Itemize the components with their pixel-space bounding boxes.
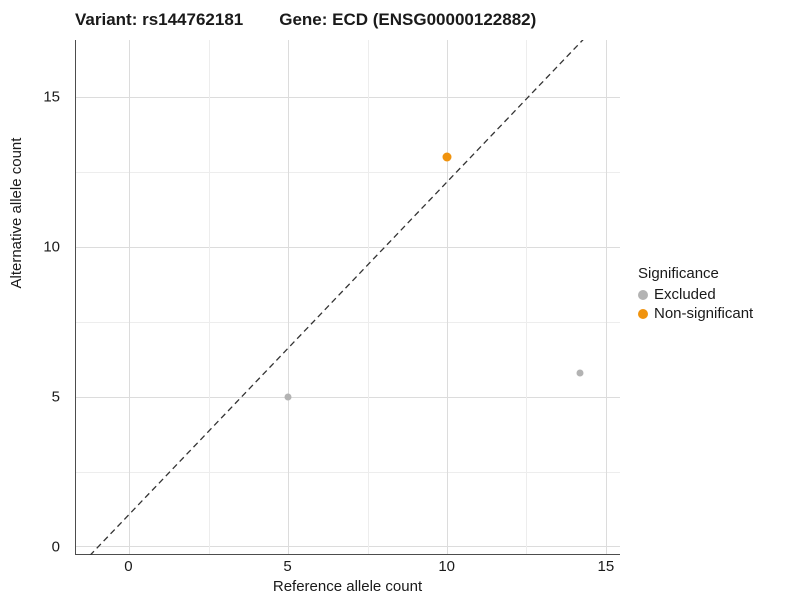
plot-area (75, 40, 620, 555)
data-point-nonsignificant-1[interactable] (443, 152, 452, 161)
legend-item-nonsignificant[interactable]: Non-significant (638, 305, 788, 322)
legend-item-excluded[interactable]: Excluded (638, 286, 788, 303)
scatter-chart-container: Variant: rs144762181 Gene: ECD (ENSG0000… (0, 0, 800, 600)
chart-titles: Variant: rs144762181 Gene: ECD (ENSG0000… (75, 10, 800, 30)
x-axis-labels: 0 5 10 15 (75, 556, 620, 576)
y-tick-5[interactable]: 5 (52, 389, 60, 406)
legend-panel: Significance Excluded Non-significant (638, 265, 788, 324)
y-tick-0[interactable]: 0 (52, 539, 60, 556)
legend-title: Significance (638, 265, 788, 282)
x-tick-15[interactable]: 15 (597, 558, 614, 575)
gridline-y-15 (76, 97, 620, 98)
y-axis-labels: 0 5 10 15 (30, 40, 70, 555)
legend-dot-nonsignificant (638, 309, 648, 319)
y-axis-title: Alternative allele count (8, 138, 25, 289)
gridline-x-12.5 (526, 40, 527, 554)
legend-dot-excluded (638, 290, 648, 300)
x-tick-0[interactable]: 0 (124, 558, 132, 575)
gridline-x-15 (606, 40, 607, 554)
gridline-x-10 (447, 40, 448, 554)
data-point-excluded-2[interactable] (576, 369, 583, 376)
gridline-x-5 (288, 40, 289, 554)
gridline-x-7.5 (368, 40, 369, 554)
x-tick-10[interactable]: 10 (438, 558, 455, 575)
y-tick-10[interactable]: 10 (43, 239, 60, 256)
y-tick-15[interactable]: 15 (43, 88, 60, 105)
legend-label-nonsignificant: Non-significant (654, 305, 753, 322)
x-tick-5[interactable]: 5 (283, 558, 291, 575)
gridline-y-12.5 (76, 172, 620, 173)
x-axis-title: Reference allele count (75, 578, 620, 595)
gridline-y-2.5 (76, 472, 620, 473)
data-point-excluded-1[interactable] (285, 393, 292, 400)
gridline-y-5 (76, 397, 620, 398)
gridline-x-2.5 (209, 40, 210, 554)
gridline-y-0 (76, 546, 620, 547)
variant-title: Variant: rs144762181 (75, 10, 243, 30)
gene-title: Gene: ECD (ENSG00000122882) (279, 10, 536, 30)
gridline-x-0 (129, 40, 130, 554)
diagonal-reference-line (76, 40, 621, 555)
gridline-y-7.5 (76, 322, 620, 323)
legend-label-excluded: Excluded (654, 286, 716, 303)
gridline-y-10 (76, 247, 620, 248)
